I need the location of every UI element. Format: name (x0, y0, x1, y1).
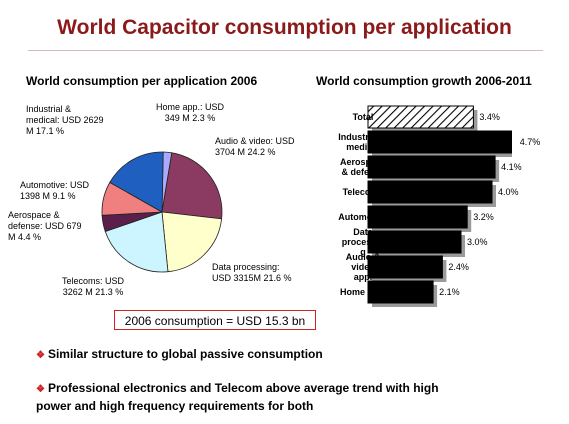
bar-category-label: Home app. (339, 287, 386, 297)
bar-value-label: 3.4% (479, 112, 500, 122)
pie-label-data: Data processing: USD 3315M 21.6 % (212, 262, 292, 283)
bar-value-label: 2.4% (448, 262, 469, 272)
pie-label-home: Home app.: USD 349 M 2.3 % (156, 102, 225, 123)
title-rule (28, 50, 543, 51)
pie-label-audio: Audio & video: USD 3704 M 24.2 % (215, 136, 295, 157)
pie-slice-6 (109, 151, 164, 213)
pie-slice-3 (104, 211, 169, 273)
bar-category-label: Automotive (338, 212, 388, 222)
bar-category-label: Aerospace & defense (339, 157, 387, 177)
bar-value-label: 4.0% (498, 187, 519, 197)
bar-value-label: 3.2% (473, 212, 494, 222)
consumption-total-box: 2006 consumption = USD 15.3 bn (114, 310, 316, 330)
bar-category-label: Total (352, 112, 374, 122)
bar-category-label: Data processin g (341, 227, 385, 257)
bar-7 (367, 280, 434, 304)
bar-5 (367, 230, 462, 254)
bullet-1: ❖ Similar structure to global passive con… (36, 347, 323, 361)
pie-title: World consumption per application 2006 (26, 74, 258, 88)
bar-4 (367, 205, 468, 229)
pie-label-telecom: Telecoms: USD 3262 M 21.3 % (62, 276, 125, 297)
bar-6 (367, 255, 443, 279)
bar-category-label: Industrial & medical (338, 132, 388, 152)
bar-value-label: 4.1% (501, 162, 522, 172)
bar-category-label: Telecoms (342, 187, 384, 197)
bar-value-label: 2.1% (439, 287, 460, 297)
bar-0 (367, 105, 474, 129)
diamond-bullet-icon: ❖ (36, 350, 45, 361)
bar-value-label: 4.7% (519, 137, 541, 147)
pie-label-auto: Automotive: USD 1398 M 9.1 % (20, 180, 90, 201)
bar-category-label: Audio & video app. (345, 252, 381, 282)
growth-bar-chart (367, 105, 512, 307)
bar-3 (367, 180, 493, 204)
pie-label-aero: Aerospace & defense: USD 679 M 4.4 % (8, 210, 82, 242)
pie-label-industrial: Industrial & medical: USD 2629 M 17.1 % (26, 104, 104, 136)
bar-2 (367, 155, 496, 179)
bar-1 (367, 130, 512, 154)
diamond-bullet-icon: ❖ (36, 384, 45, 395)
pie-slice-1 (161, 152, 223, 220)
bar-value-label: 3.0% (467, 237, 488, 247)
pie-slice-2 (161, 211, 223, 273)
bar-title: World consumption growth 2006-2011 (316, 74, 532, 88)
slide-title: World Capacitor consumption per applicat… (57, 16, 512, 39)
pie-chart (101, 151, 223, 273)
bullet-2: ❖ Professional electronics and Telecom ab… (36, 381, 439, 413)
